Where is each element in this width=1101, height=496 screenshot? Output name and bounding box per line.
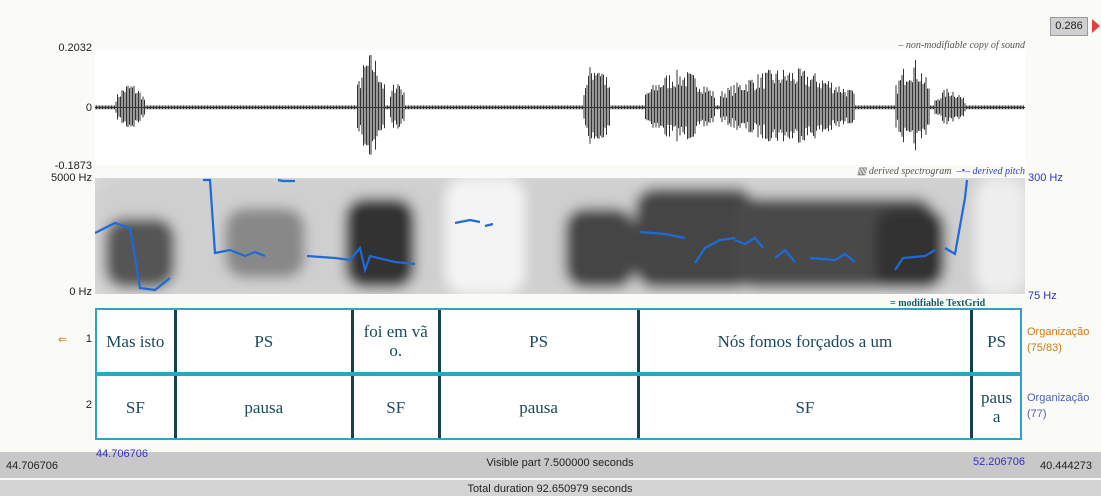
total-duration: Total duration 92.650979 seconds [350,483,750,495]
interval[interactable]: Nós fomos forçados a um [640,310,974,372]
spec-legend: ▥ derived spectrogram –•– derived pitch [790,166,1025,177]
praat-editor: {"cursor": "0.286", "waveform": {"legend… [0,0,1101,496]
spec-legend-text: derived spectrogram [869,166,952,177]
interval[interactable]: PS [973,310,1020,372]
pitch-bottom: 75 Hz [1028,290,1057,302]
wave-min: -0.1873 [30,160,92,172]
energy-patch [565,208,635,288]
tier-number: 1⇐ [70,333,92,345]
tier-name: Organização [1027,390,1089,406]
spectrogram-energy [95,178,1025,294]
interval[interactable]: foi em vã o. [354,310,441,372]
tier-count: (75/83) [1027,340,1089,356]
tier-label: Organização(75/83) [1027,324,1089,356]
interval[interactable]: PS [177,310,354,372]
interval[interactable]: SF [97,376,177,438]
pitch-legend-text: derived pitch [973,166,1025,177]
energy-patch [975,178,1025,294]
energy-patch [875,208,945,288]
tier-name: Organização [1027,324,1089,340]
energy-patch [225,208,305,278]
window-start: 44.706706 [6,460,58,472]
wave-zero: 0 [30,102,92,114]
tier-count: (77) [1027,406,1089,422]
cursor-time[interactable]: 0.286 [1050,17,1088,36]
spectrogram [95,178,1025,294]
tier-arrow: ⇐ [58,333,67,346]
energy-patch [345,198,415,288]
interval[interactable]: SF [354,376,441,438]
visible-label: Visible part 7.500000 seconds [360,457,760,469]
tier-label: Organização(77) [1027,390,1089,422]
interval[interactable]: pausa [177,376,354,438]
play-marker[interactable] [1092,19,1100,33]
interval[interactable]: SF [640,376,974,438]
energy-patch [105,218,175,288]
waveform [95,50,1025,165]
spec-top: 5000 Hz [20,172,92,184]
energy-patch [445,178,525,294]
pitch-legend: –•– derived pitch [957,166,1026,177]
interval[interactable]: PS [441,310,640,372]
wave-max: 0.2032 [30,42,92,54]
interval[interactable]: paus a [973,376,1020,438]
interval[interactable]: pausa [441,376,640,438]
visible-start: 44.706706 [96,448,148,460]
interval[interactable]: Mas isto [97,310,177,372]
tier-number: 2 [70,399,92,411]
visible-end: 52.206706 [940,456,1025,468]
spec-bottom: 0 Hz [20,286,92,298]
window-end: 40.444273 [1040,460,1092,472]
pitch-top: 300 Hz [1028,172,1063,184]
